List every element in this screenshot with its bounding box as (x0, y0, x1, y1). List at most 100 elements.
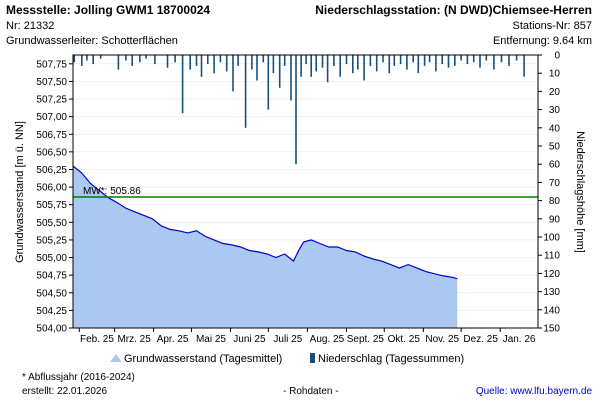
groundwater-line (72, 165, 458, 280)
y-axis-right: 0 10 20 30 40 50 60 70 80 90 100 110 120 130 140 150 (538, 51, 560, 335)
y-left-tick-label: 504,25 (36, 306, 67, 317)
precip-bar (213, 55, 215, 74)
x-tick-label: Okt. 25 (388, 334, 421, 345)
x-tick-label: Sept. 25 (347, 334, 385, 345)
precip-bar (92, 55, 94, 65)
precip-bar (267, 55, 270, 110)
y-right-tick-label: 60 (549, 160, 561, 171)
y-right-tick-label: 110 (544, 251, 560, 262)
precip-bar (154, 55, 156, 65)
precip-bar (339, 55, 341, 77)
y-right-tick-label: 20 (549, 87, 561, 98)
y-right-tick-label: 80 (549, 196, 561, 207)
legend-groundwater-label: Grundwasserstand (Tagesmittel) (124, 353, 282, 365)
precip-bar (219, 55, 222, 63)
precip-bar (417, 55, 420, 74)
y-right-tick-label: 70 (549, 178, 561, 189)
x-tick-label: Aug. 25 (310, 334, 345, 345)
x-tick-label: Apr. 25 (157, 334, 189, 345)
source-link[interactable]: Quelle: www.lfu.bayern.de (475, 386, 592, 397)
precip-bar (195, 55, 198, 66)
y-left-tick-label: 506,75 (36, 130, 67, 141)
precip-bar (278, 55, 281, 88)
y-right-tick-label: 150 (543, 324, 560, 335)
y-right-tick-label: 40 (549, 123, 561, 134)
y-left-tick-label: 504,50 (36, 288, 67, 299)
precip-bar (466, 55, 469, 65)
precip-bar (315, 55, 317, 72)
created-date: erstellt: 22.01.2026 (22, 386, 108, 397)
precip-bar (117, 55, 120, 70)
y-left-tick-label: 505,00 (36, 253, 67, 264)
precip-bar (399, 55, 402, 65)
precip-bar (393, 55, 396, 66)
precip-bar (189, 55, 191, 70)
precip-bar (174, 55, 176, 63)
precip-bar (237, 55, 239, 66)
y-left-tick-label: 507,50 (36, 77, 67, 88)
y-left-tick-label: 504,75 (36, 271, 67, 282)
precip-bar (305, 55, 307, 65)
precip-bar (290, 55, 292, 101)
precip-bar (145, 55, 147, 59)
precip-bar (352, 55, 354, 74)
x-tick-label: Dez. 25 (463, 334, 498, 345)
precip-bar (479, 55, 481, 68)
station-title: Messstelle: Jolling GWM1 18700024 (6, 3, 211, 17)
precip-bar (375, 55, 378, 72)
precip-bar (166, 55, 169, 68)
precip-bar (251, 55, 253, 70)
y-right-tick-label: 30 (549, 105, 561, 116)
precip-bar (460, 55, 462, 61)
y-axis-left-title: Grundwasserstand [m ü. NN] (14, 121, 26, 263)
legend-precip-label: Niederschlag (Tagessummen) (318, 353, 464, 365)
y-right-tick-label: 120 (543, 269, 560, 280)
x-tick-label: Mai 25 (196, 334, 226, 345)
precip-bar (321, 55, 324, 68)
precip-bar (225, 55, 228, 72)
precip-bar (447, 55, 450, 68)
mean-label: MW*: 505.86 (83, 186, 141, 197)
y-right-tick-label: 50 (549, 142, 561, 153)
precip-bar (388, 55, 391, 74)
precip-bar (99, 55, 102, 59)
y-right-tick-label: 0 (554, 51, 560, 62)
x-tick-label: Jan. 26 (503, 334, 536, 345)
precip-bar (493, 55, 495, 70)
precip-station-number: Stations-Nr: 857 (512, 20, 592, 32)
precip-bar (435, 55, 437, 72)
precip-bar (300, 55, 302, 77)
precip-bar (454, 55, 456, 66)
precip-bar (412, 55, 414, 63)
legend-precip-swatch (310, 353, 315, 363)
y-right-tick-label: 90 (549, 214, 561, 225)
x-tick-label: Juni 25 (233, 334, 266, 345)
precip-bar (181, 55, 184, 114)
y-right-tick-label: 100 (543, 233, 560, 244)
precip-station-title: Niederschlagsstation: (N DWD)Chiemsee-He… (315, 3, 592, 17)
y-right-tick-label: 140 (543, 305, 560, 316)
precip-bar (200, 55, 203, 77)
aquifer-label: Grundwasserleiter: Schotterflächen (6, 35, 178, 47)
y-right-tick-label: 130 (543, 287, 560, 298)
precip-bar (345, 55, 348, 65)
precip-bar (485, 55, 488, 61)
y-left-tick-label: 504,00 (36, 324, 67, 335)
precip-bar (423, 55, 426, 66)
legend: Grundwasserstand (Tagesmittel) Niedersch… (110, 353, 464, 365)
precip-bar (73, 55, 76, 63)
precip-bar (357, 55, 359, 70)
precip-bar (382, 55, 384, 63)
precip-bar (244, 55, 247, 128)
precip-bar (472, 55, 475, 63)
y-left-tick-label: 506,50 (36, 147, 67, 158)
precip-bar (81, 55, 83, 66)
precip-bar (326, 55, 329, 83)
y-left-tick-label: 506,00 (36, 183, 67, 194)
y-left-tick-label: 505,50 (36, 218, 67, 229)
precip-bar (256, 55, 258, 81)
y-axis-left: 504,00 504,25 504,50 504,75 505,00 505,25 505,… (36, 59, 73, 335)
x-tick-label: Mrz. 25 (117, 334, 151, 345)
precip-bar (262, 55, 265, 63)
y-axis-right-title: Niederschlagshöhe [mm] (574, 131, 586, 253)
